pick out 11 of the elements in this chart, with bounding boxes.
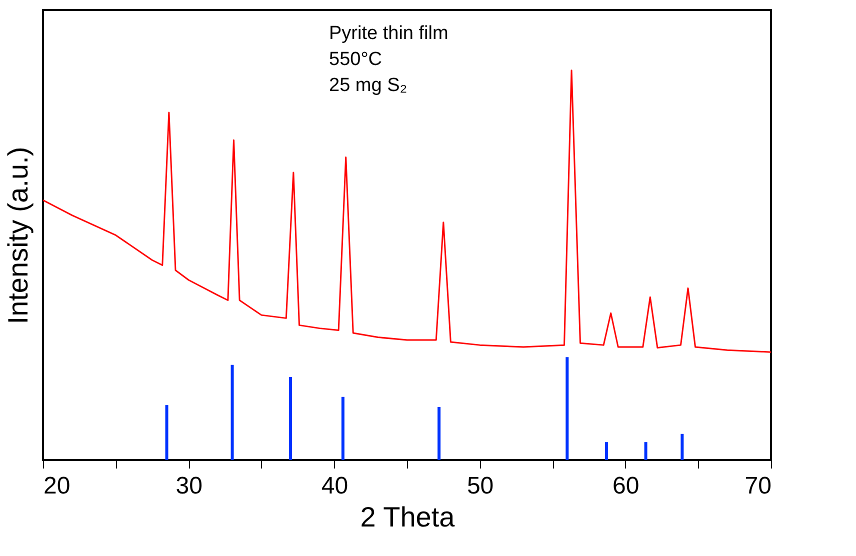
y-axis-title: Intensity (a.u.) xyxy=(2,146,34,324)
text: 550°C xyxy=(329,49,382,70)
x-tick-label: 50 xyxy=(466,472,494,500)
x-tick-label: 60 xyxy=(612,472,640,500)
x-tick-label: 20 xyxy=(44,472,70,500)
text: Pyrite thin film xyxy=(329,23,448,44)
x-tick-label: 70 xyxy=(744,472,772,500)
x-axis-title: 2 Theta xyxy=(360,502,456,532)
annotation: 25 mg S₂ xyxy=(329,75,408,96)
x-tick-label: 40 xyxy=(321,472,348,500)
x-tick-label: 30 xyxy=(176,472,202,500)
